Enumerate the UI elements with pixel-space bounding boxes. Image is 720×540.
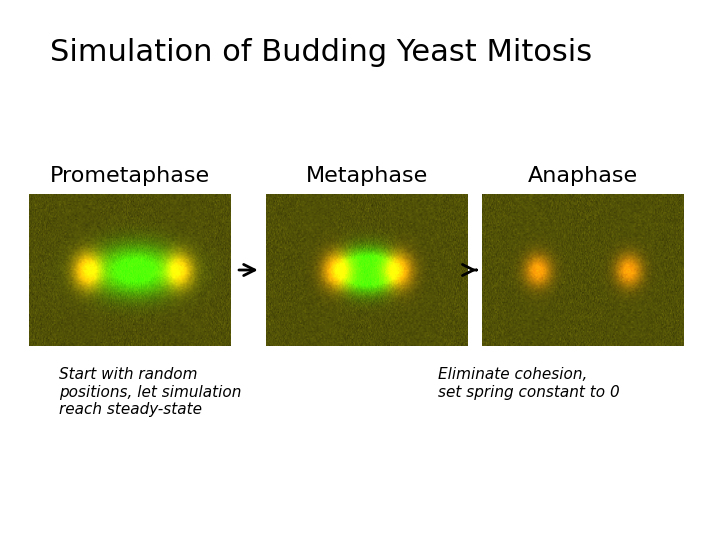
Text: Simulation of Budding Yeast Mitosis: Simulation of Budding Yeast Mitosis [50, 38, 593, 67]
Text: Prometaphase: Prometaphase [50, 166, 210, 186]
Text: Eliminate cohesion,
set spring constant to 0: Eliminate cohesion, set spring constant … [438, 367, 619, 400]
Text: Anaphase: Anaphase [528, 166, 638, 186]
Text: Start with random
positions, let simulation
reach steady-state: Start with random positions, let simulat… [59, 367, 241, 417]
Text: Metaphase: Metaphase [306, 166, 428, 186]
